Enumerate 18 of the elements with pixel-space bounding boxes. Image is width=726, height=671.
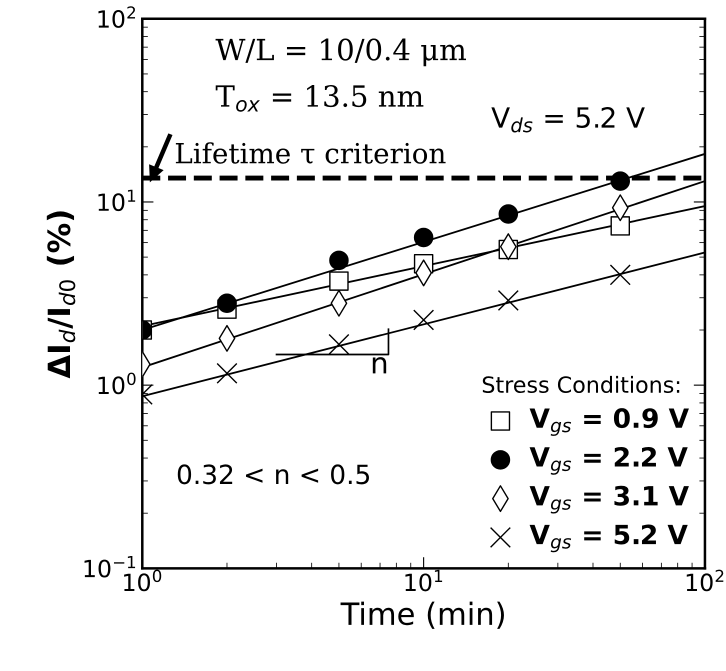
legend-label: V$_{gs}$ = 0.9 V xyxy=(530,408,689,436)
annotation: T$_{ox}$ = 13.5 nm xyxy=(216,85,424,112)
y-tick-label: 10$^{2}$ xyxy=(98,6,136,28)
annotation: V$_{ds}$ = 5.2 V xyxy=(491,106,645,132)
legend-title: Stress Conditions: xyxy=(482,376,680,394)
legend-label: V$_{gs}$ = 2.2 V xyxy=(530,446,688,475)
y-tick-label: 10$^{0}$ xyxy=(98,372,136,394)
x-axis-title: Time (min) xyxy=(340,602,504,629)
annotation: W/L = 10/0.4 μm xyxy=(216,38,466,66)
x-tick-label: 10$^{2}$ xyxy=(686,570,724,592)
x-tick-label: 10$^{1}$ xyxy=(405,570,442,592)
legend-label: Lifetime τ criterion xyxy=(176,142,446,164)
legend-label: V$_{gs}$ = 5.2 V xyxy=(530,524,688,552)
y-tick-label: 10$^{1}$ xyxy=(98,190,136,212)
y-axis-title: ΔI$_{d}$/I$_{d0}$ (%) xyxy=(46,211,76,378)
legend-label: V$_{gs}$ = 3.1 V xyxy=(530,486,689,514)
annotation: 0.32 < n < 0.5 xyxy=(178,464,369,484)
annotation: n xyxy=(372,357,386,374)
